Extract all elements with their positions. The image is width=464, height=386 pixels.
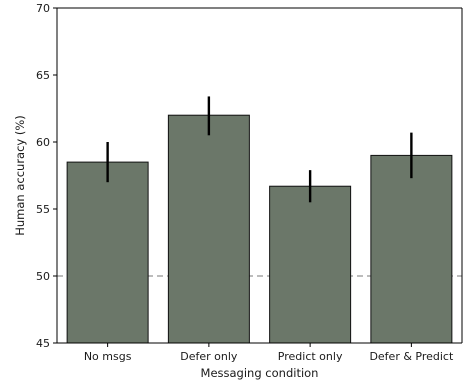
x-tick-label: Predict only: [278, 350, 343, 363]
y-tick-label: 70: [36, 2, 50, 15]
y-tick-label: 55: [36, 203, 50, 216]
bar-defer-only: [167, 114, 250, 344]
y-tick-label: 45: [36, 337, 50, 350]
bar-no-msgs: [66, 161, 149, 344]
error-bars-layer: [106, 96, 413, 203]
y-axis-label: Human accuracy (%): [13, 115, 27, 236]
bar-predict-only: [269, 185, 352, 344]
y-tick-label: 65: [36, 69, 50, 82]
axes-layer: No msgs Defer only Predict only Defer & Pre…: [36, 2, 463, 363]
bars-layer: [66, 114, 453, 344]
y-tick-label: 60: [36, 136, 50, 149]
labels-layer: Messaging condition Human accuracy (%): [13, 115, 318, 380]
y-tick-label: 50: [36, 270, 50, 283]
x-tick-label: Defer only: [180, 350, 238, 363]
x-tick-label: No msgs: [84, 350, 132, 363]
bar-defer-predict: [370, 154, 453, 344]
x-axis-label: Messaging condition: [201, 366, 319, 380]
x-tick-label: Defer & Predict: [369, 350, 454, 363]
